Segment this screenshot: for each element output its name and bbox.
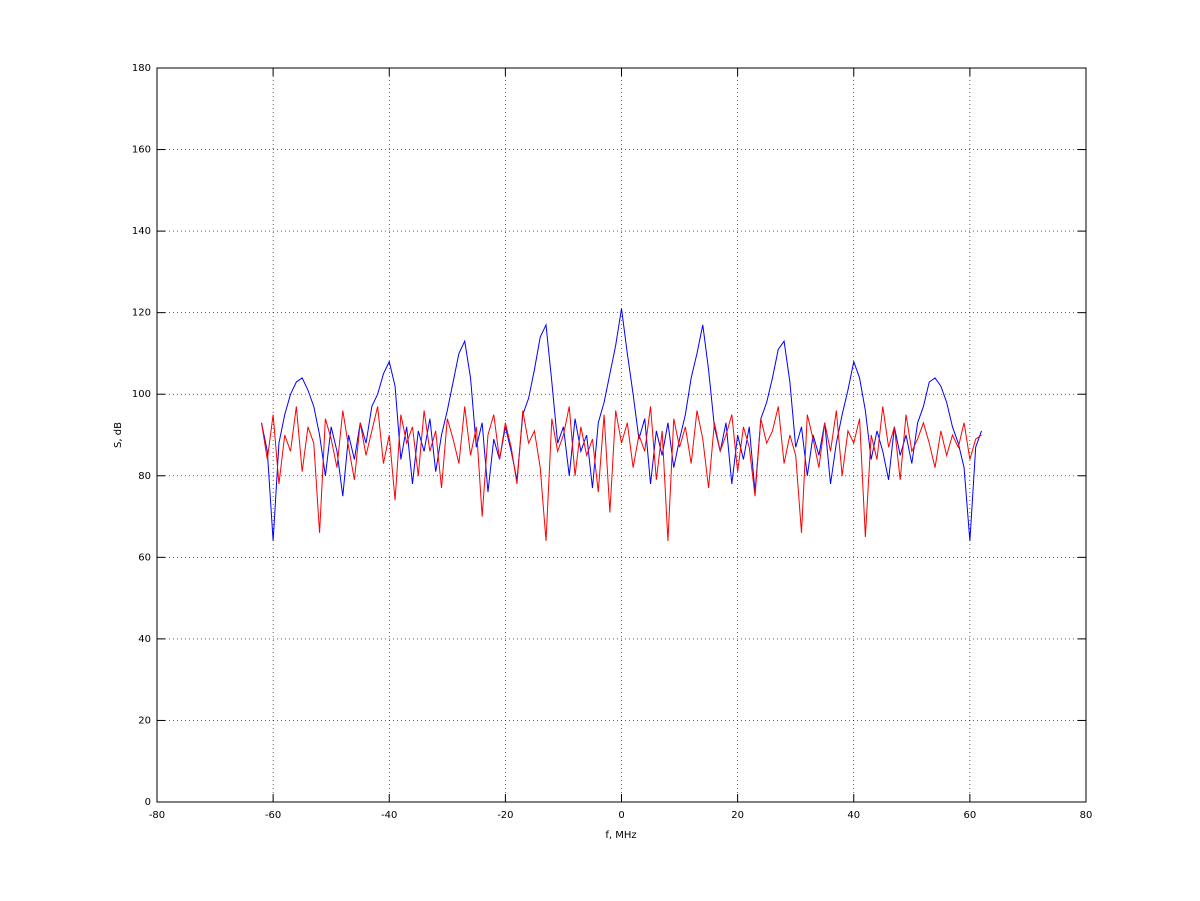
x-tick-label: 80 [1080,810,1093,821]
x-tick-label: 60 [964,810,977,821]
y-tick-label: 40 [138,634,151,645]
x-tick-label: -40 [381,810,397,821]
x-tick-label: -80 [149,810,165,821]
x-tick-label: -60 [265,810,281,821]
y-tick-label: 60 [138,552,151,563]
y-axis-label: S, dB [113,422,124,448]
y-tick-label: 100 [132,389,151,400]
series-line [261,406,982,542]
x-tick-label: 40 [847,810,860,821]
y-tick-label: 140 [132,226,151,237]
x-tick-label: 0 [618,810,624,821]
x-tick-label: 20 [731,810,744,821]
x-axis-label: f, MHz [605,830,636,841]
axes-box [156,67,1087,803]
x-tick-label: -20 [497,810,513,821]
y-tick-label: 120 [132,308,151,319]
y-tick-label: 180 [132,63,151,74]
y-tick-label: 80 [138,471,151,482]
y-tick-label: 0 [145,797,151,808]
y-tick-label: 20 [138,715,151,726]
series-line [261,308,982,542]
y-tick-label: 160 [132,145,151,156]
